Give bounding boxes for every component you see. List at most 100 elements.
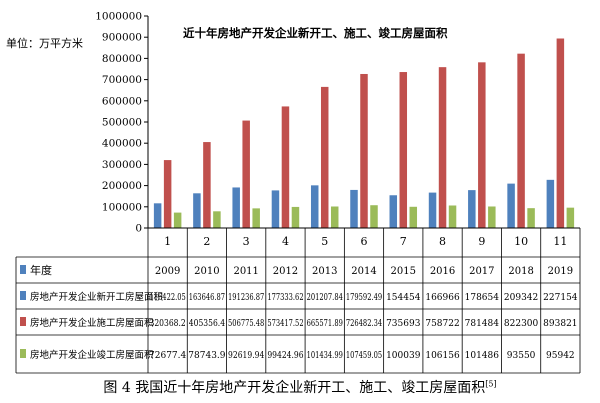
- table-cell: 178654: [465, 293, 500, 303]
- bar: [350, 189, 358, 228]
- bar: [409, 206, 418, 228]
- table-year-cell: 2018: [508, 266, 533, 277]
- bar: [399, 72, 408, 228]
- x-tick-label: 11: [553, 235, 567, 248]
- bar: [488, 206, 496, 228]
- caption-text: 图 4 我国近十年房地产开发企业新开工、施工、竣工房屋面积: [103, 380, 486, 396]
- chart-title: 近十年房地产开发企业新开工、施工、竣工房屋面积: [183, 26, 448, 40]
- table-cell: 893821: [543, 319, 577, 329]
- unit-label: 单位：万平方米: [6, 37, 83, 50]
- table-cell: 781484: [465, 319, 500, 329]
- table-year-cell: 2009: [155, 266, 180, 277]
- table-cell: 201207.84: [307, 293, 343, 303]
- table-cell: 101434.99: [307, 351, 343, 361]
- bar: [242, 120, 250, 228]
- table-cell: 106156: [425, 351, 460, 361]
- y-tick-label: 0: [135, 223, 142, 235]
- legend-swatch-year: [20, 265, 26, 274]
- bar: [193, 193, 201, 228]
- table-cell: 227154: [543, 293, 578, 303]
- x-tick-label: 10: [514, 235, 528, 248]
- bar: [252, 208, 260, 228]
- table-year-header: 年度: [30, 263, 52, 277]
- bar: [310, 185, 319, 228]
- bar: [291, 206, 300, 228]
- table-cell: 405356.4: [189, 319, 225, 329]
- legend-swatch: [20, 291, 26, 300]
- table-cell: 179592.49: [346, 293, 382, 303]
- table-cell: 154454: [386, 293, 421, 303]
- x-tick-label: 1: [164, 235, 171, 248]
- table-cell: 116422.05: [150, 293, 186, 303]
- table-cell: 101486: [465, 351, 500, 361]
- caption-ref: [5]: [485, 379, 497, 389]
- table-cell: 163646.87: [189, 293, 225, 303]
- bar: [527, 208, 535, 228]
- y-tick-label: 500000: [102, 117, 142, 129]
- x-tick-label: 2: [203, 235, 210, 248]
- y-tick-label: 700000: [102, 74, 142, 86]
- table-cell: 209342: [504, 293, 538, 303]
- table-year-cell: 2019: [548, 266, 573, 277]
- table-cell: 735693: [386, 319, 421, 329]
- bar: [556, 38, 565, 228]
- y-tick-label: 1000000: [95, 11, 142, 23]
- table-cell: 100039: [386, 351, 421, 361]
- bar: [281, 106, 290, 228]
- y-tick-label: 800000: [102, 53, 142, 65]
- bar: [468, 190, 476, 228]
- table-year-cell: 2014: [351, 266, 376, 277]
- table-cell: 506775.48: [228, 319, 264, 329]
- legend-series-name: 房地产开发企业新开工房屋面积: [30, 291, 164, 303]
- table-cell: 78743.9: [188, 351, 225, 361]
- x-tick-label: 9: [478, 235, 485, 248]
- bar: [232, 187, 240, 228]
- legend-series-name: 房地产开发企业竣工房屋面积: [30, 349, 154, 361]
- bar: [173, 212, 182, 228]
- table-year-cell: 2010: [194, 266, 219, 277]
- table-cell: 726482.34: [346, 319, 382, 329]
- table-cell: 758722: [425, 319, 459, 329]
- table-cell: 72677.4: [149, 351, 186, 361]
- bar: [546, 179, 555, 228]
- bar: [330, 206, 339, 228]
- table-year-cell: 2013: [312, 266, 337, 277]
- x-tick-label: 5: [321, 235, 328, 248]
- table-cell: 822300: [504, 319, 539, 329]
- bar: [360, 73, 368, 228]
- bar: [320, 86, 329, 228]
- bar: [153, 203, 162, 228]
- legend-swatch: [20, 349, 26, 358]
- table-cell: 665571.89: [307, 319, 343, 329]
- table-cell: 99424.96: [267, 351, 303, 361]
- bar: [163, 160, 172, 228]
- table-cell: 93550: [507, 351, 536, 361]
- x-tick-label: 8: [439, 235, 446, 248]
- x-tick-label: 6: [361, 235, 368, 248]
- legend-swatch: [20, 317, 26, 326]
- bar: [507, 183, 515, 228]
- x-tick-label: 7: [400, 235, 407, 248]
- table-cell: 166966: [425, 293, 460, 303]
- bar: [428, 192, 437, 228]
- bar: [389, 195, 398, 228]
- table-cell: 95942: [546, 351, 575, 361]
- table-cell: 177333.62: [267, 293, 303, 303]
- table-cell: 107459.05: [346, 351, 382, 361]
- y-tick-label: 300000: [102, 159, 142, 171]
- table-year-cell: 2015: [391, 266, 416, 277]
- bar: [566, 207, 575, 228]
- bar: [271, 190, 280, 228]
- x-tick-label: 3: [243, 235, 250, 248]
- table-cell: 573417.52: [267, 319, 303, 329]
- bar: [213, 211, 221, 228]
- table-year-cell: 2011: [233, 266, 258, 277]
- y-tick-label: 200000: [102, 180, 142, 192]
- y-tick-label: 100000: [102, 201, 142, 213]
- bar-chart: 0 100000 200000 300000 400000 500000 600000 700…: [15, 11, 581, 374]
- bar: [370, 205, 378, 228]
- table-cell: 92619.94: [228, 351, 264, 361]
- table-cell: 320368.2: [150, 319, 186, 329]
- y-tick-label: 400000: [102, 138, 142, 150]
- table-cell: 191236.87: [228, 293, 264, 303]
